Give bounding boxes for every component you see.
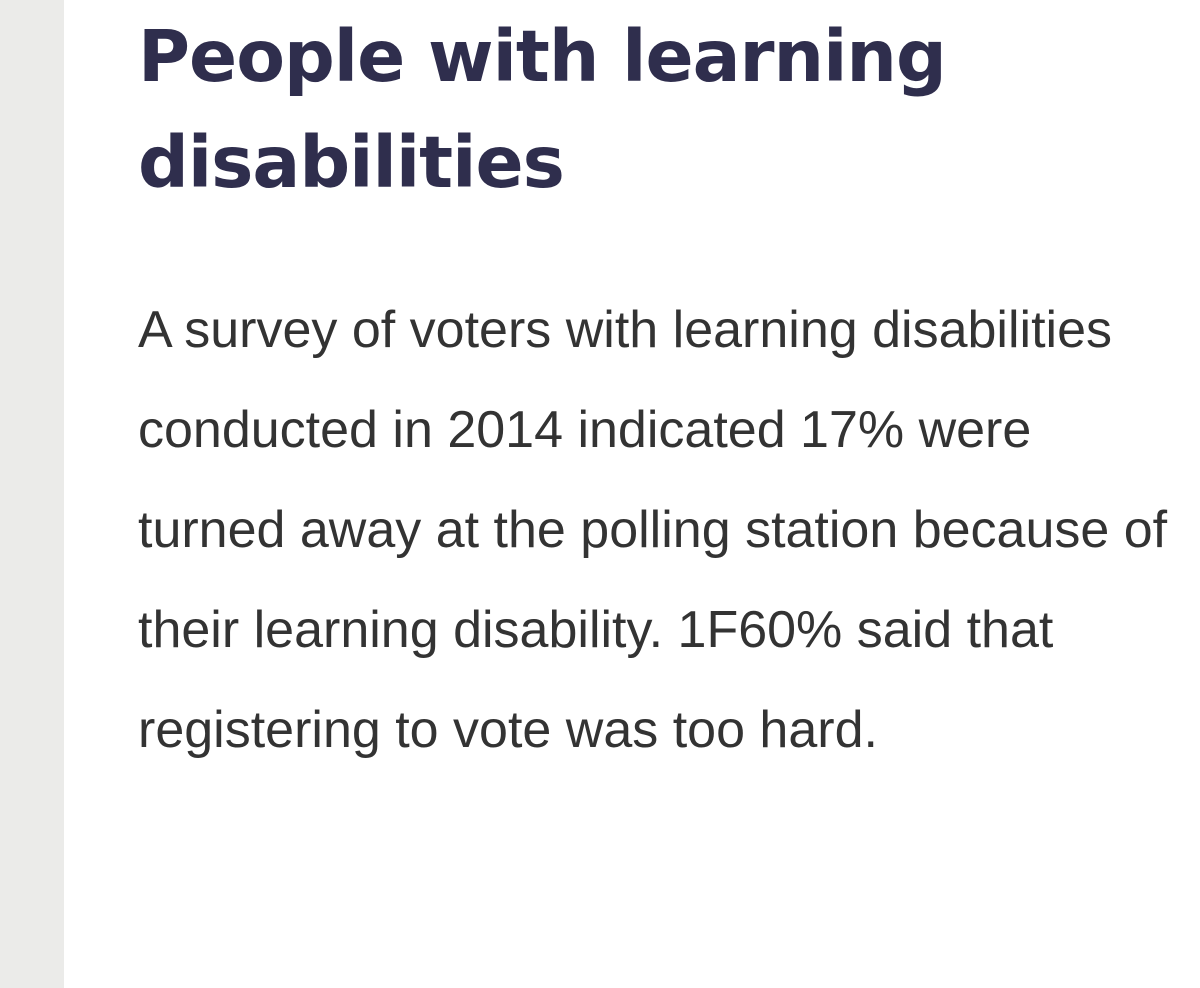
left-side-rail [0,0,64,988]
section-paragraph: A survey of voters with learning disabil… [138,301,1168,759]
section-heading: People with learning disabilities [138,15,947,204]
article-content: People with learning disabilities A surv… [138,0,1178,780]
